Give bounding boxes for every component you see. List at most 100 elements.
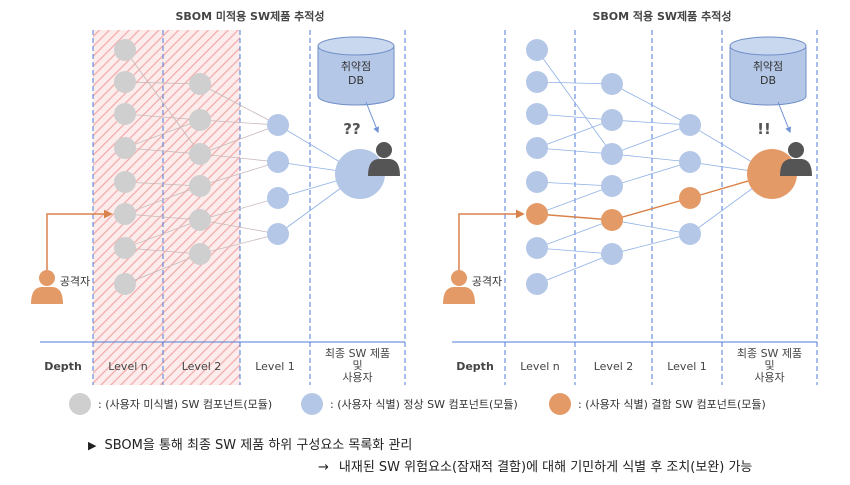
component-link — [536, 147, 613, 155]
attacker-icon-head — [39, 270, 55, 286]
user-icon-body — [368, 159, 400, 176]
component-link — [536, 49, 613, 155]
component-link — [124, 213, 201, 221]
component-node — [114, 171, 136, 193]
component-link — [536, 247, 613, 255]
component-link — [611, 124, 691, 155]
component-node — [679, 114, 701, 136]
attacker-label: 공격자 — [60, 275, 90, 288]
component-link — [611, 119, 691, 126]
component-link — [199, 124, 279, 155]
component-node — [189, 243, 211, 265]
component-link — [536, 113, 613, 121]
component-node — [526, 103, 548, 125]
component-link — [124, 113, 201, 121]
legend-dot-icon — [69, 393, 91, 415]
component-link — [611, 233, 691, 255]
component-node — [114, 273, 136, 295]
component-node — [526, 273, 548, 295]
component-node — [267, 151, 289, 173]
component-link — [124, 81, 201, 85]
component-node — [114, 203, 136, 225]
defect-component-node — [526, 203, 548, 225]
attack-path-arrow — [46, 209, 113, 270]
component-link — [536, 213, 613, 221]
caption-text-2: 내재된 SW 위험요소(잠재적 결함)에 대해 기민하게 식별 후 조치(보완)… — [338, 460, 753, 475]
component-node — [601, 143, 623, 165]
component-link — [124, 119, 201, 149]
column-label: Level 2 — [594, 360, 634, 373]
panel-title: SBOM 적용 SW제품 추적성 — [593, 9, 732, 23]
component-node — [679, 151, 701, 173]
column-label: Level n — [108, 360, 148, 373]
depth-label: Depth — [44, 360, 82, 373]
attacker-icon — [443, 270, 475, 304]
component-node — [267, 187, 289, 209]
component-link — [199, 83, 279, 126]
component-node — [189, 143, 211, 165]
user-icon — [780, 142, 812, 176]
component-link — [199, 197, 279, 221]
database-label-line1: 취약점 — [753, 59, 783, 73]
component-node — [114, 237, 136, 259]
column-label: 및 — [352, 359, 362, 372]
status-mark: ?? — [343, 120, 360, 138]
component-link — [124, 247, 201, 255]
column-label: 최종 SW 제품 — [325, 347, 390, 360]
component-node — [267, 114, 289, 136]
db-lookup-arrow — [777, 101, 792, 134]
component-link — [611, 83, 691, 126]
component-node — [526, 171, 548, 193]
column-label: 사용자 — [754, 371, 784, 384]
component-link — [124, 147, 201, 155]
database-top — [729, 36, 807, 56]
database-label-line2: DB — [348, 74, 364, 87]
component-link — [536, 181, 613, 187]
component-node — [526, 71, 548, 93]
component-link — [124, 253, 201, 285]
component-link — [199, 153, 279, 163]
depth-label: Depth — [456, 360, 494, 373]
component-link — [124, 185, 201, 215]
component-node — [114, 103, 136, 125]
legend: : (사용자 미식별) SW 컴포넌트(모듈): (사용자 식별) 정상 SW … — [69, 393, 766, 415]
status-mark: !! — [757, 120, 771, 138]
attacker-icon — [31, 270, 63, 304]
user-icon-body — [780, 159, 812, 176]
attacker-icon-body — [31, 287, 63, 304]
attacker-label: 공격자 — [472, 275, 502, 288]
column-label: 사용자 — [342, 371, 372, 384]
column-label: 및 — [764, 359, 774, 372]
component-link — [536, 253, 613, 285]
caption-text-1: SBOM을 통해 최종 SW 제품 하위 구성요소 목록화 관리 — [104, 438, 413, 453]
component-node — [601, 109, 623, 131]
component-link — [611, 161, 691, 187]
component-node — [601, 175, 623, 197]
component-link — [536, 81, 613, 85]
database-body — [729, 45, 807, 106]
component-node — [679, 223, 701, 245]
component-node — [526, 137, 548, 159]
component-link — [611, 153, 691, 163]
user-icon-head — [788, 142, 804, 158]
component-node — [601, 73, 623, 95]
component-link — [124, 181, 201, 187]
component-node — [189, 209, 211, 231]
database-label-line2: DB — [760, 74, 776, 87]
component-link — [124, 219, 201, 249]
component-node — [189, 175, 211, 197]
component-link — [199, 119, 279, 126]
defect-component-node — [601, 209, 623, 231]
legend-label: : (사용자 식별) 정상 SW 컴포넌트(모듈) — [330, 398, 518, 411]
component-link — [199, 233, 279, 255]
column-label: Level 1 — [255, 360, 295, 373]
component-link — [611, 219, 691, 235]
defect-component-node — [679, 187, 701, 209]
column-label: Level 1 — [667, 360, 707, 373]
database-label-line1: 취약점 — [341, 59, 371, 73]
